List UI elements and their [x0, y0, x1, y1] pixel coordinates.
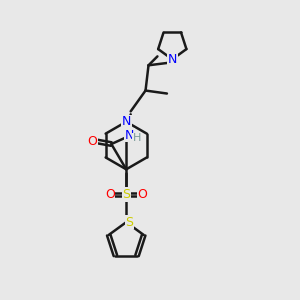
Text: O: O — [105, 188, 115, 201]
Text: H: H — [133, 133, 141, 143]
Text: N: N — [122, 115, 131, 128]
Text: N: N — [124, 129, 134, 142]
Text: O: O — [138, 188, 148, 201]
Text: S: S — [122, 188, 130, 201]
Text: N: N — [168, 53, 177, 66]
Text: O: O — [88, 135, 98, 148]
Text: S: S — [125, 216, 133, 229]
